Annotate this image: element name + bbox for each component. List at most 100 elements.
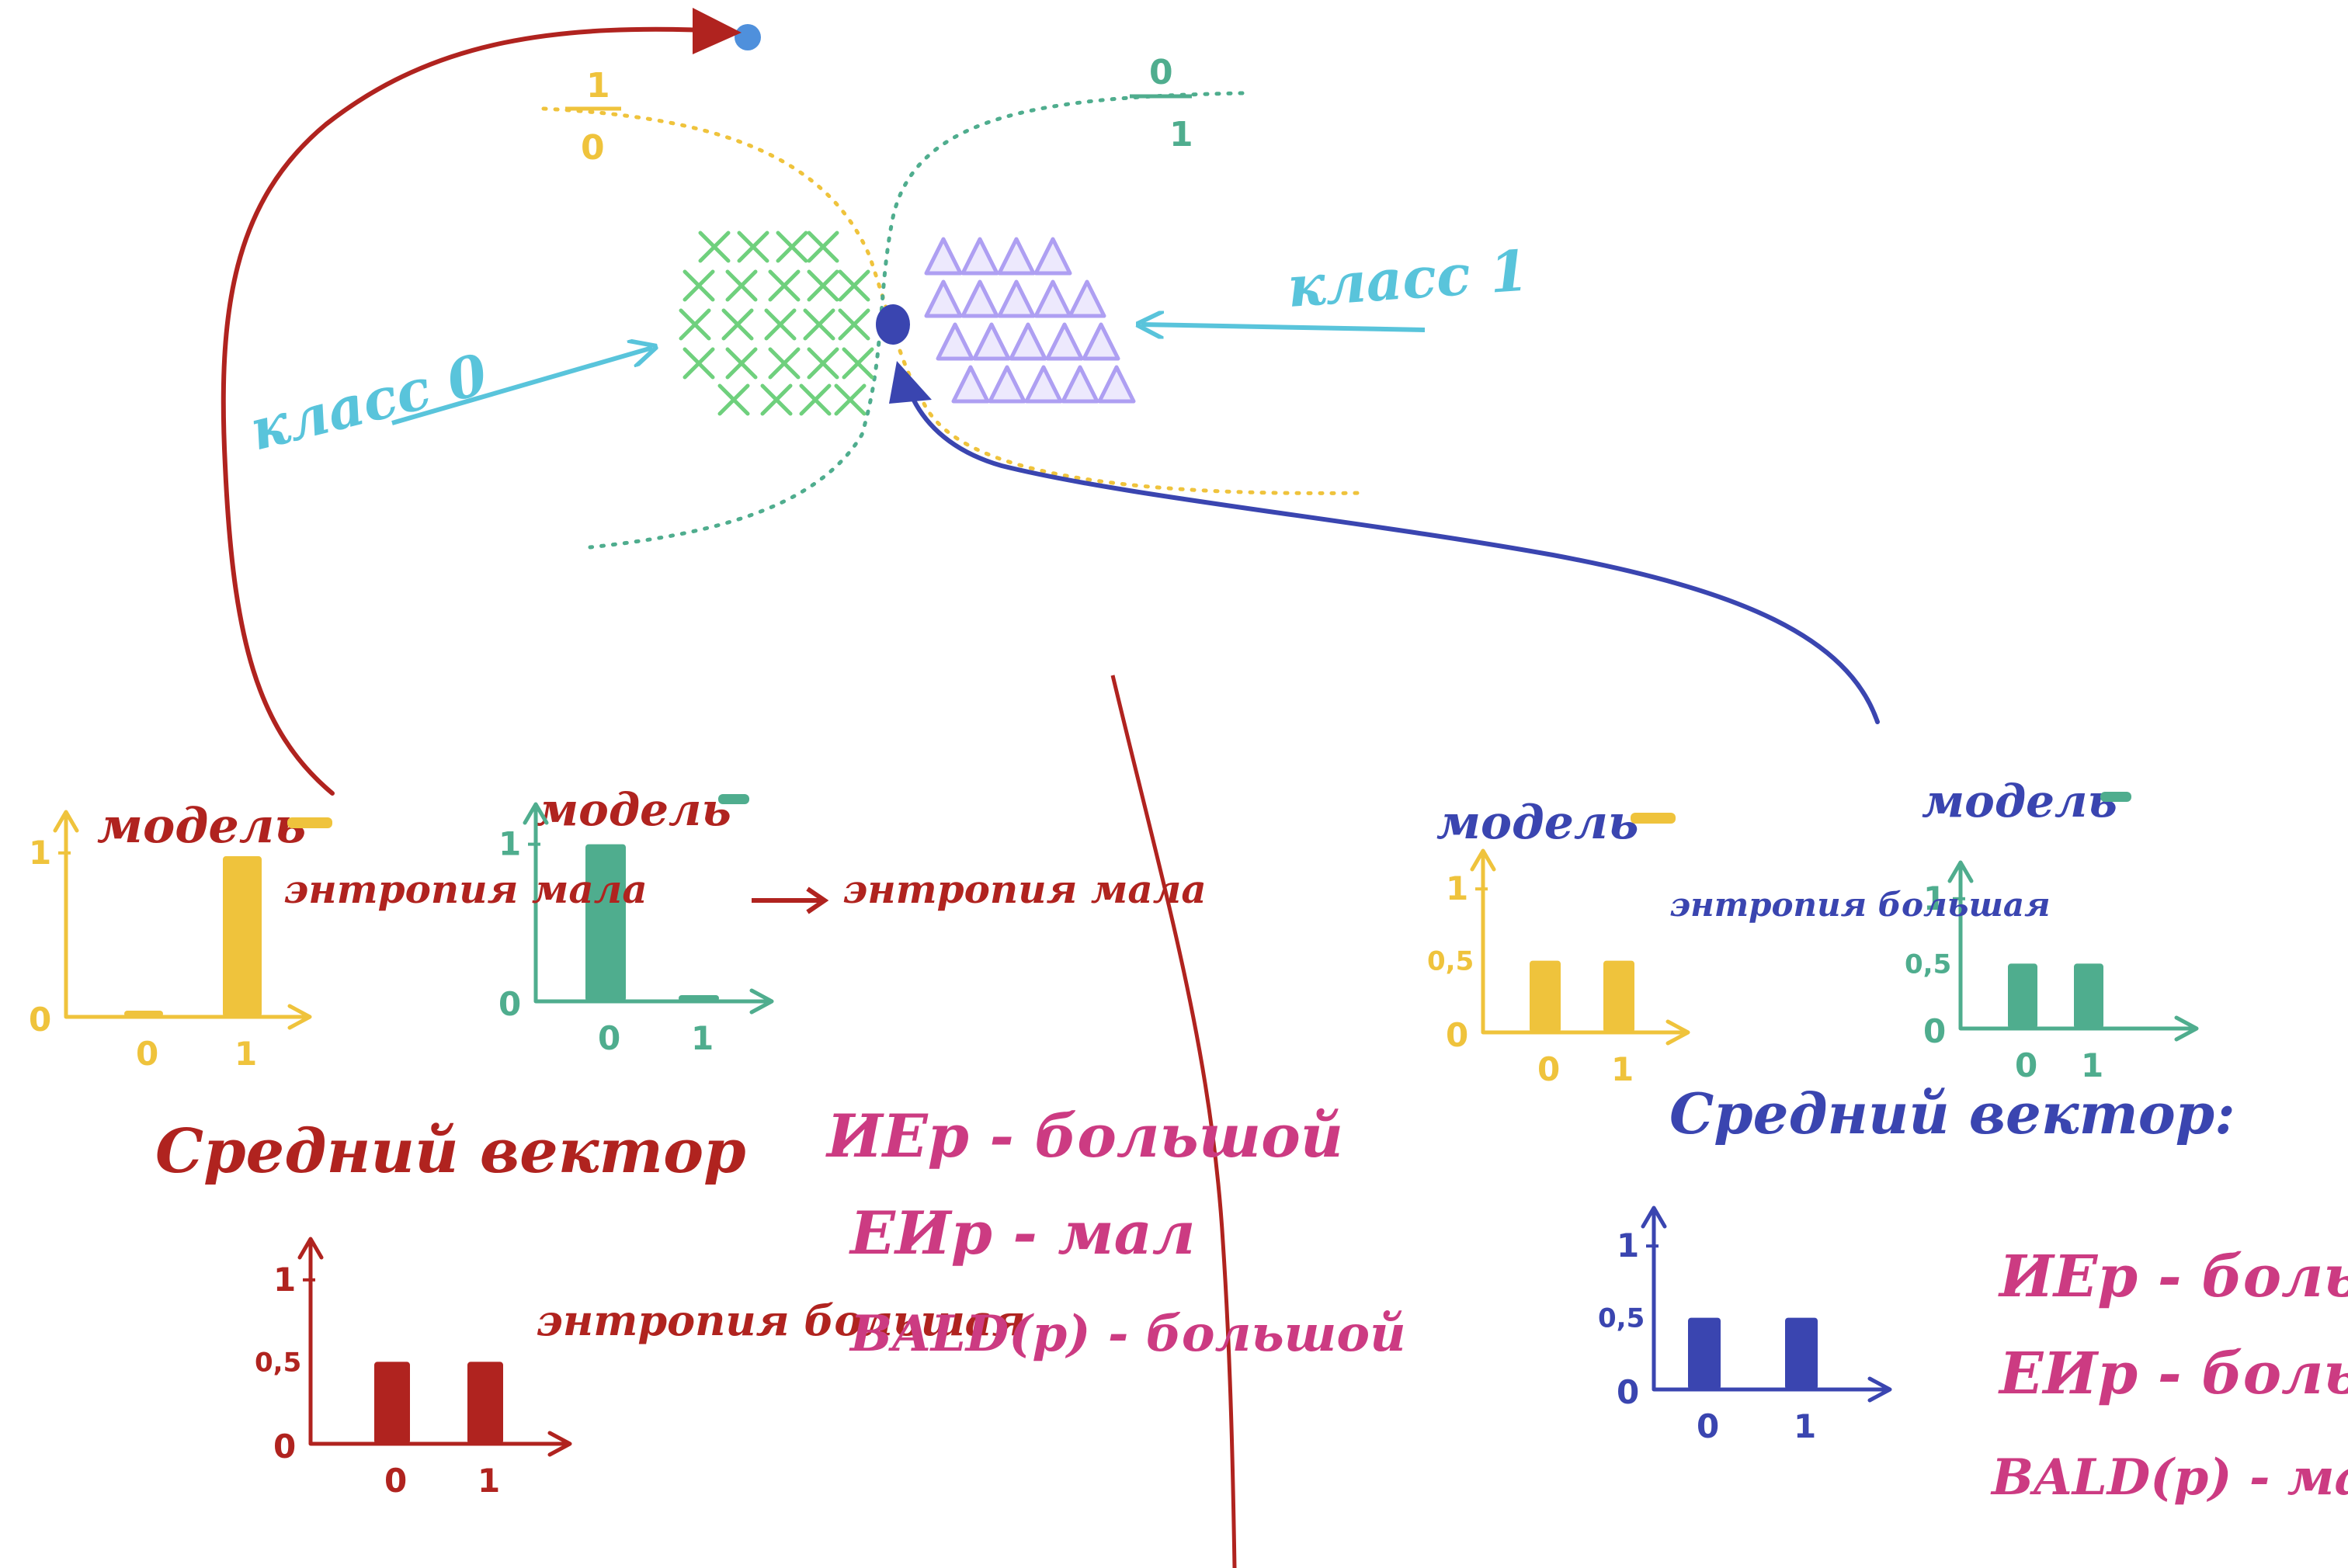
right-teal-chart-bar-1 bbox=[2074, 963, 2103, 1029]
yellow-decision-boundary bbox=[541, 106, 1369, 495]
class1-triangle-mark bbox=[1068, 279, 1106, 318]
green-label-top: 0 bbox=[1149, 53, 1173, 92]
green-label-bottom: 1 bbox=[1169, 115, 1193, 154]
right-yellow-chart-bar-1 bbox=[1603, 960, 1634, 1032]
left-yellow-model-label: модель bbox=[97, 797, 306, 854]
class0-x-mark bbox=[807, 231, 839, 263]
class1-triangle-mark bbox=[960, 237, 999, 276]
left-teal-chart-axes bbox=[523, 802, 774, 1015]
right-teal-model-label: модель bbox=[1922, 775, 2117, 827]
right-mean-chart-xtick-0: 0 bbox=[1697, 1407, 1719, 1445]
class0-x-mark bbox=[768, 347, 801, 380]
left-teal-model-label: модель bbox=[536, 783, 731, 836]
right-yellow-chart-bar-0 bbox=[1530, 960, 1561, 1032]
right-teal-chart: 0 1 0,5 0 1 bbox=[1905, 860, 2199, 1084]
right-yellow-chart: 0 1 0,5 0 1 bbox=[1427, 848, 1690, 1088]
left-entropy-small-2: энтропия мала bbox=[842, 866, 1207, 912]
left-mean-chart-xtick-1: 1 bbox=[478, 1462, 500, 1500]
class0-x-mark bbox=[803, 308, 835, 341]
left-teal-chart: 0 1 0 1 bbox=[498, 802, 774, 1057]
left-entropy-small-1: энтропия мала bbox=[283, 866, 648, 912]
left-yellow-chart-xtick-1: 1 bbox=[234, 1035, 257, 1073]
left-mean-chart-bar-0 bbox=[374, 1362, 410, 1444]
left-yellow-chart: 0 1 0 1 bbox=[29, 810, 312, 1073]
red-pointer-curve bbox=[221, 26, 728, 796]
left-yellow-chart-ytick-0: 0 bbox=[29, 1001, 51, 1039]
class1-triangle-mark bbox=[960, 279, 999, 318]
left-teal-chart-bar-0 bbox=[585, 844, 626, 1001]
query-point-top bbox=[735, 24, 761, 50]
class1-triangle-mark bbox=[951, 365, 990, 404]
left-mean-chart: 0 1 0,5 0 1 bbox=[255, 1237, 572, 1500]
yellow-label-top: 1 bbox=[586, 66, 610, 106]
right-metric-ie: ИЕр - большой bbox=[1998, 1244, 2348, 1310]
class0-x-mark bbox=[842, 347, 874, 380]
left-yellow-swatch bbox=[287, 817, 332, 828]
left-metric-bald: BALD(p) - большой bbox=[849, 1305, 1406, 1363]
left-metric-ei: ЕИр - мал bbox=[849, 1199, 1195, 1268]
class0-x-mark bbox=[721, 308, 754, 341]
class0-x-mark bbox=[776, 231, 808, 263]
yellow-label-bottom: 0 bbox=[581, 128, 605, 168]
right-mean-chart: 0 1 0,5 0 1 bbox=[1598, 1205, 1892, 1445]
red-arrowhead bbox=[693, 8, 742, 54]
right-mean-chart-ytick-1: 1 bbox=[1617, 1226, 1639, 1264]
right-teal-chart-xtick-1: 1 bbox=[2081, 1046, 2103, 1084]
class0-x-mark bbox=[834, 383, 867, 416]
top-scene: 1 0 0 1 класс 0 класс 1 bbox=[221, 8, 1880, 796]
class0-x-mark bbox=[838, 308, 870, 341]
right-mean-chart-bar-1 bbox=[1785, 1317, 1818, 1389]
right-yellow-chart-ytick-half: 0,5 bbox=[1427, 946, 1474, 977]
left-teal-chart-bar-1 bbox=[679, 995, 719, 1001]
class0-x-mark bbox=[799, 383, 832, 416]
class1-points bbox=[924, 237, 1136, 404]
right-yellow-model-label: модель bbox=[1436, 796, 1638, 850]
class0-x-mark bbox=[683, 269, 715, 302]
class0-x-mark bbox=[768, 269, 801, 302]
right-mean-chart-ytick-0: 0 bbox=[1617, 1373, 1639, 1411]
right-teal-chart-ytick-1: 1 bbox=[1923, 879, 1946, 918]
class0-x-mark bbox=[725, 347, 758, 380]
left-mean-chart-bar-1 bbox=[467, 1362, 503, 1444]
left-teal-chart-ytick-0: 0 bbox=[498, 985, 521, 1023]
right-teal-chart-ytick-0: 0 bbox=[1923, 1012, 1946, 1050]
left-teal-chart-ytick-1: 1 bbox=[498, 825, 521, 863]
right-teal-chart-axes bbox=[1947, 860, 2199, 1042]
class0-x-mark bbox=[807, 347, 839, 380]
left-yellow-chart-axes bbox=[53, 810, 312, 1030]
right-mean-chart-axes bbox=[1641, 1205, 1892, 1403]
right-yellow-chart-xtick-1: 1 bbox=[1611, 1050, 1634, 1088]
left-metric-ie: ИЕр - большой bbox=[825, 1101, 1343, 1171]
left-mean-chart-ytick-half: 0,5 bbox=[255, 1347, 301, 1378]
right-mean-chart-bar-0 bbox=[1688, 1317, 1721, 1389]
right-yellow-chart-ytick-0: 0 bbox=[1446, 1016, 1468, 1054]
left-mean-vector-label: Средний вектор bbox=[155, 1116, 746, 1187]
class1-triangle-mark bbox=[1045, 322, 1084, 361]
class1-triangle-mark bbox=[1097, 365, 1136, 404]
left-panel: модель модель 0 1 0 1 0 1 0 1 0 1 0,5 0 1 энтропия… bbox=[29, 783, 1406, 1500]
class1-arrow bbox=[1141, 324, 1426, 330]
class1-label: класс 1 bbox=[1285, 237, 1530, 319]
class1-triangle-mark bbox=[1033, 279, 1072, 318]
class1-triangle-mark bbox=[997, 237, 1036, 276]
right-teal-swatch bbox=[2100, 792, 2131, 802]
left-entropy-large: энтропия большая bbox=[536, 1296, 1026, 1345]
left-mean-chart-axes bbox=[297, 1237, 572, 1457]
left-teal-chart-xtick-0: 0 bbox=[598, 1019, 620, 1057]
class0-x-mark bbox=[698, 231, 731, 263]
right-teal-chart-bar-0 bbox=[2008, 963, 2037, 1029]
class0-x-mark bbox=[838, 269, 870, 302]
yellow-boundary-label: 1 0 bbox=[565, 66, 621, 168]
left-yellow-chart-xtick-0: 0 bbox=[136, 1035, 158, 1073]
class1-triangle-mark bbox=[997, 279, 1036, 318]
class0-x-mark bbox=[764, 308, 797, 341]
right-teal-chart-xtick-0: 0 bbox=[2015, 1046, 2037, 1084]
class0-x-mark bbox=[725, 269, 758, 302]
right-yellow-chart-axes bbox=[1470, 848, 1690, 1046]
right-mean-chart-ytick-half: 0,5 bbox=[1598, 1303, 1645, 1334]
class0-x-mark bbox=[760, 383, 793, 416]
divider-line bbox=[1110, 675, 1237, 1568]
class0-points bbox=[679, 231, 874, 416]
right-mean-vector-label: Средний вектор: bbox=[1669, 1081, 2235, 1147]
